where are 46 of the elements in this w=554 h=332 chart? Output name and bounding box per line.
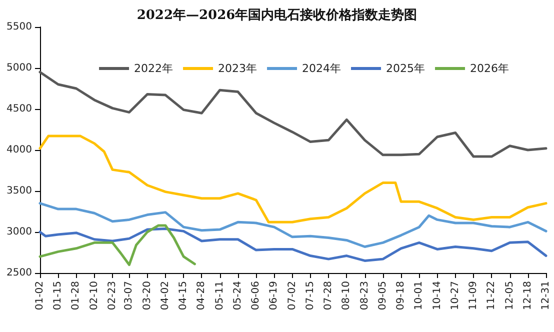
line-series [38, 202, 548, 248]
y-tick-label: 5000 [6, 62, 32, 74]
x-tick-label: 09-05 [377, 281, 388, 310]
x-tick-label: 03-07 [124, 281, 135, 310]
x-tick-label: 04-02 [160, 281, 171, 310]
x-tick-label: 07-28 [323, 281, 334, 310]
x-tick-label: 12-31 [540, 281, 552, 310]
x-tick-label: 07-15 [304, 281, 316, 310]
x-tick-label: 08-10 [341, 281, 352, 310]
x-tick-label: 01-28 [70, 281, 82, 310]
x-tick-label: 10-14 [432, 281, 443, 310]
x-tick-label: 06-19 [268, 281, 280, 310]
legend-label: 2022年 [134, 62, 174, 75]
legend-label: 2025年 [386, 62, 426, 75]
legend-label: 2026年 [470, 62, 510, 75]
line-series [38, 227, 548, 262]
legend-label: 2024年 [302, 62, 342, 75]
legend-label: 2023年 [218, 62, 258, 75]
x-tick-label: 07-02 [286, 281, 298, 310]
y-tick-label: 3000 [6, 226, 32, 238]
x-tick-label: 11-09 [468, 281, 480, 310]
y-tick-label: 3500 [6, 186, 32, 196]
x-tick-label: 04-28 [196, 281, 208, 310]
y-tick-label: 4500 [6, 104, 32, 114]
x-tick-label: 11-22 [486, 281, 498, 310]
x-tick-label: 02-23 [106, 281, 118, 310]
line-series [38, 224, 196, 266]
x-tick-label: 03-20 [142, 281, 153, 310]
x-tick-label: 08-23 [359, 281, 370, 310]
line-series [38, 134, 548, 224]
x-tick-label: 12-05 [504, 281, 516, 310]
x-tick-label: 06-06 [250, 281, 262, 310]
x-tick-label: 04-15 [178, 281, 190, 310]
x-tick-label: 10-01 [414, 281, 425, 310]
x-tick-label: 09-18 [396, 281, 407, 310]
y-tick-label: 2500 [6, 268, 32, 278]
x-tick-label: 01-15 [52, 281, 64, 310]
x-tick-label: 01-02 [34, 281, 46, 310]
x-tick-label: 12-18 [522, 281, 534, 310]
x-tick-label: 05-11 [214, 281, 226, 310]
y-tick-label: 5500 [6, 22, 32, 32]
y-tick-label: 4000 [6, 144, 32, 156]
x-tick-label: 02-10 [88, 281, 100, 310]
chart-title: 2022年—2026年国内电石接收价格指数走势图 [136, 7, 418, 23]
x-tick-label: 05-24 [232, 281, 244, 310]
x-tick-label: 10-27 [450, 281, 461, 310]
